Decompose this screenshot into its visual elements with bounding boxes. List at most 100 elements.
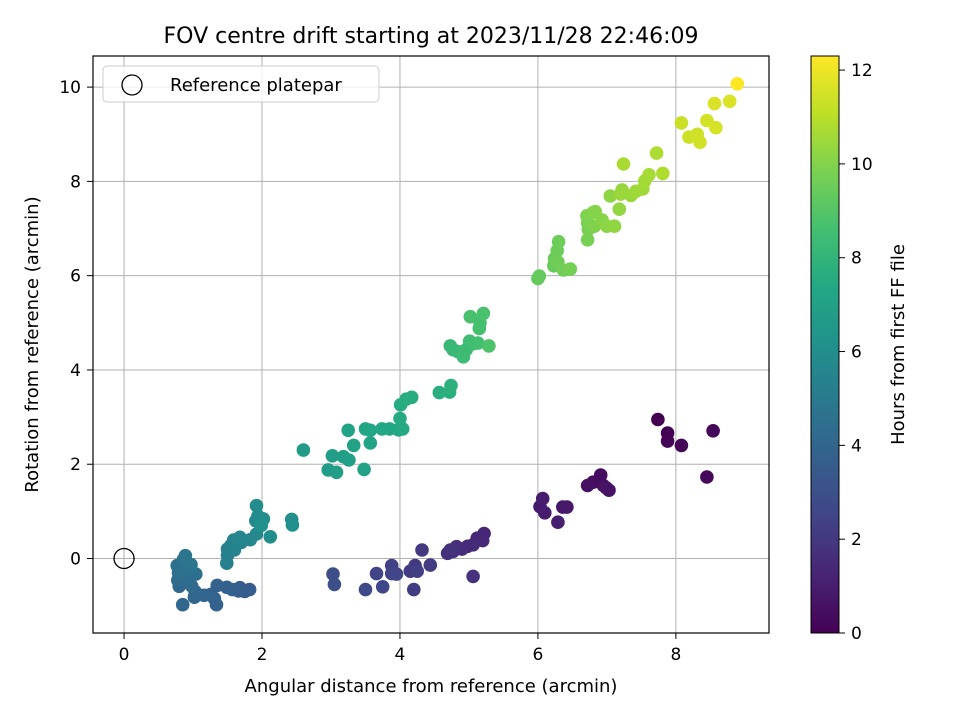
data-point xyxy=(415,543,429,557)
data-point xyxy=(709,120,723,135)
colorbar-tick-label: 6 xyxy=(851,343,862,363)
data-point xyxy=(674,116,689,130)
reference-platepar-marker xyxy=(113,547,135,570)
data-point xyxy=(329,465,344,480)
legend: Reference platepar xyxy=(102,65,380,103)
data-point xyxy=(532,269,547,283)
data-point xyxy=(649,146,664,160)
data-point xyxy=(706,424,720,438)
y-tick-label: 10 xyxy=(59,78,81,98)
colorbar-tick-label: 4 xyxy=(851,436,862,456)
chart-title: FOV centre drift starting at 2023/11/28 … xyxy=(164,24,699,49)
data-point xyxy=(538,506,552,520)
data-point xyxy=(207,591,222,606)
y-axis-label: Rotation from reference (arcmin) xyxy=(22,196,43,492)
data-point xyxy=(285,518,300,532)
data-point xyxy=(242,582,257,597)
data-point xyxy=(432,385,447,400)
data-point xyxy=(393,411,407,426)
data-point xyxy=(476,306,491,321)
data-point xyxy=(249,498,264,513)
data-point xyxy=(551,234,566,249)
data-point xyxy=(175,597,190,612)
data-point xyxy=(263,530,278,544)
data-point xyxy=(560,500,574,514)
data-point xyxy=(342,453,356,467)
data-point xyxy=(656,166,670,181)
data-point xyxy=(184,557,198,572)
data-point xyxy=(482,339,496,353)
y-tick-label: 6 xyxy=(70,267,81,287)
data-point xyxy=(535,491,550,506)
y-axis-ticks: 0 2 4 6 8 10 xyxy=(59,78,93,570)
data-point xyxy=(325,449,340,463)
data-point xyxy=(254,518,269,533)
data-point xyxy=(642,168,656,182)
data-point xyxy=(296,443,311,457)
colorbar-tick-label: 0 xyxy=(851,624,862,644)
x-tick-label: 8 xyxy=(670,645,681,665)
data-points xyxy=(170,77,745,612)
data-point xyxy=(674,438,689,453)
data-point xyxy=(220,556,234,570)
data-point xyxy=(466,569,480,584)
x-tick-label: 4 xyxy=(395,645,406,665)
grid-lines xyxy=(93,56,769,633)
colorbar: 0 2 4 6 8 10 12 Hours from first FF file xyxy=(810,55,909,644)
data-point xyxy=(444,378,458,393)
data-point xyxy=(603,189,618,203)
data-point xyxy=(327,577,342,592)
y-tick-label: 2 xyxy=(70,455,81,475)
x-tick-label: 2 xyxy=(257,645,268,665)
data-point xyxy=(326,567,340,581)
colorbar-tick-label: 12 xyxy=(851,61,873,81)
data-point xyxy=(722,94,737,109)
colorbar-tick-label: 8 xyxy=(851,249,862,269)
data-point xyxy=(358,582,373,597)
x-axis-label: Angular distance from reference (arcmin) xyxy=(245,676,618,697)
data-point xyxy=(346,438,361,453)
data-point xyxy=(463,309,478,324)
legend-label-reference: Reference platepar xyxy=(170,75,342,96)
y-tick-label: 8 xyxy=(70,172,81,192)
data-point xyxy=(551,515,565,529)
legend-box xyxy=(102,65,380,103)
data-point xyxy=(607,219,622,233)
data-point xyxy=(599,481,613,495)
colorbar-gradient xyxy=(810,55,840,634)
data-point xyxy=(363,423,378,438)
colorbar-ticks: 0 2 4 6 8 10 12 xyxy=(839,61,873,644)
data-point xyxy=(341,423,356,438)
y-tick-label: 0 xyxy=(70,550,81,570)
data-point xyxy=(423,558,438,572)
data-point xyxy=(616,157,631,171)
colorbar-tick-label: 2 xyxy=(851,530,862,550)
data-point xyxy=(612,202,627,216)
y-tick-label: 4 xyxy=(70,361,81,381)
data-point xyxy=(613,187,628,201)
legend-marker-reference xyxy=(121,74,143,96)
data-point xyxy=(693,135,707,150)
x-axis-ticks: 0 2 4 6 8 xyxy=(119,633,681,665)
data-point xyxy=(375,580,390,594)
plot-frame xyxy=(92,55,770,634)
data-point xyxy=(563,262,578,276)
data-point xyxy=(580,478,595,493)
data-point xyxy=(231,584,246,598)
data-point xyxy=(410,564,425,578)
data-point xyxy=(660,434,675,448)
data-point xyxy=(395,422,410,436)
data-point xyxy=(404,390,419,405)
data-point xyxy=(384,566,399,581)
colorbar-tick-label: 10 xyxy=(851,155,873,175)
x-tick-label: 6 xyxy=(533,645,544,665)
data-point xyxy=(369,566,384,581)
data-point xyxy=(730,77,745,91)
colorbar-label: Hours from first FF file xyxy=(888,244,909,445)
data-point xyxy=(580,233,595,247)
data-point xyxy=(357,462,371,477)
x-tick-label: 0 xyxy=(119,645,130,665)
